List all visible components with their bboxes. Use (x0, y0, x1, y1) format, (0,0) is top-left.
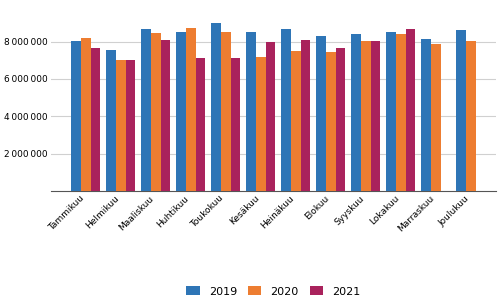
Bar (466, 41, 475, 191)
Bar (361, 41, 370, 191)
Bar (431, 44, 440, 191)
Bar (230, 58, 240, 191)
Bar (291, 51, 300, 191)
Bar (176, 32, 186, 191)
Bar (396, 34, 406, 191)
Bar (221, 32, 230, 191)
Bar (456, 30, 466, 191)
Bar (326, 52, 336, 191)
Bar (421, 39, 431, 191)
Bar (160, 40, 170, 191)
Bar (116, 60, 126, 191)
Bar (406, 29, 415, 191)
Bar (386, 32, 396, 191)
Bar (351, 34, 361, 191)
Bar (266, 43, 276, 191)
Bar (316, 36, 326, 191)
Bar (370, 41, 380, 191)
Bar (141, 29, 150, 191)
Bar (256, 57, 266, 191)
Bar (71, 41, 81, 191)
Bar (196, 58, 205, 191)
Bar (300, 40, 310, 191)
Bar (90, 48, 101, 191)
Legend: 2019, 2020, 2021: 2019, 2020, 2021 (186, 286, 360, 297)
Bar (281, 29, 291, 191)
Bar (150, 33, 160, 191)
Bar (126, 60, 136, 191)
Bar (336, 48, 345, 191)
Bar (106, 50, 116, 191)
Bar (186, 28, 196, 191)
Bar (80, 38, 90, 191)
Bar (211, 23, 221, 191)
Bar (246, 32, 256, 191)
